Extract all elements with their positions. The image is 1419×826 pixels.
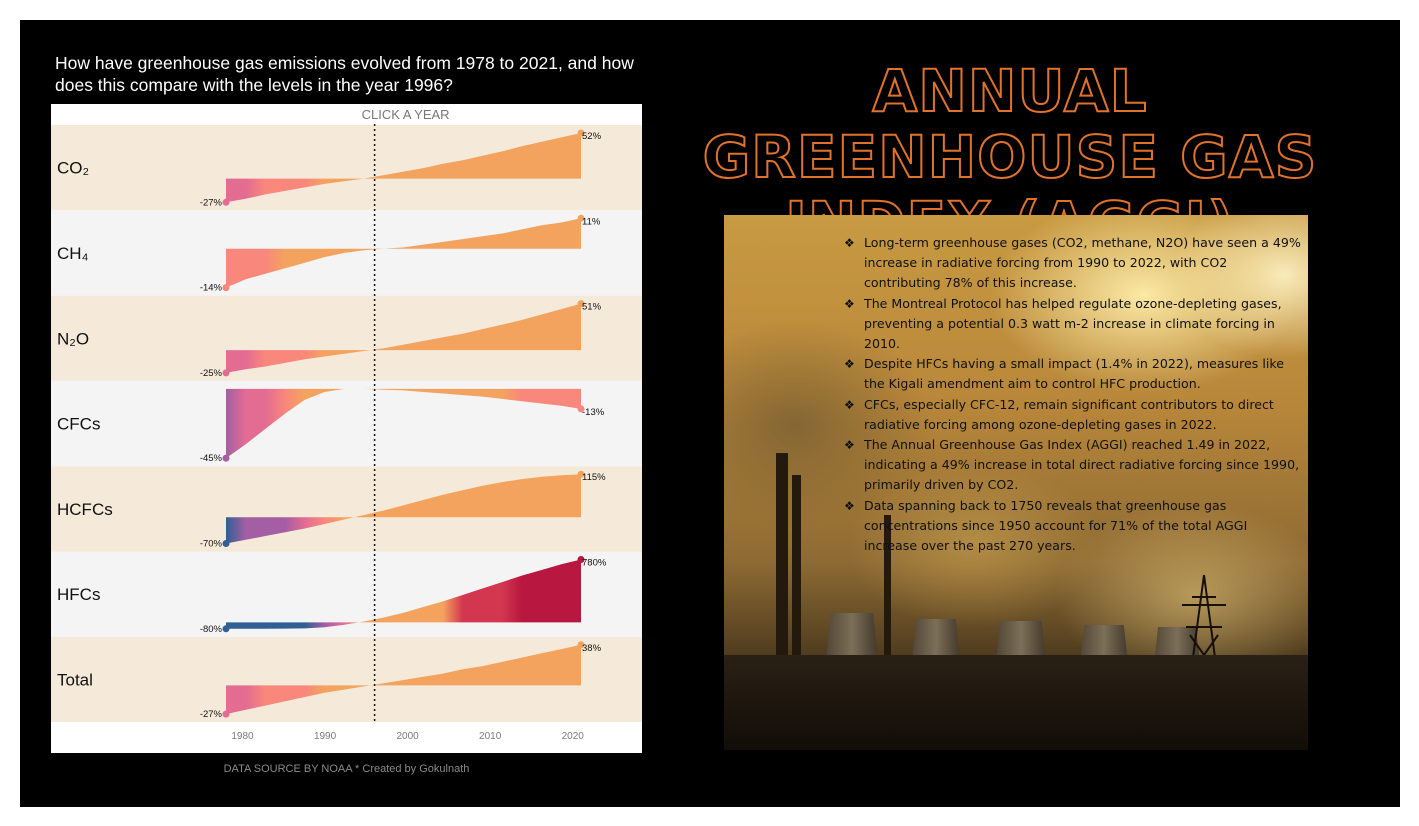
end-point[interactable] [577,214,585,222]
x-tick-label: 2010 [479,731,502,742]
x-tick-label: 1980 [231,731,254,742]
end-point[interactable] [577,641,585,649]
data-source-footer: DATA SOURCE BY NOAA * Created by Gokulna… [223,763,470,775]
key-findings-list: ❖ Long-term greenhouse gases (CO2, methan… [842,233,1302,556]
finding-item: ❖ The Annual Greenhouse Gas Index (AGGI) … [844,437,1300,493]
start-point[interactable] [222,540,230,547]
factory-smoke-photo: ❖ Long-term greenhouse gases (CO2, methan… [724,215,1308,750]
series-area[interactable] [226,559,581,629]
end-point[interactable] [577,129,585,137]
series-area[interactable] [226,218,581,288]
end-value-label: -13% [582,407,605,418]
ground-silhouette [724,655,1308,750]
start-value-label: -25% [200,368,223,379]
series-label: HCFCs [57,500,113,519]
click-a-year-label[interactable]: CLICK A YEAR [362,107,450,122]
series-label: CH₄ [57,244,89,263]
start-point[interactable] [222,710,230,718]
start-value-label: -14% [200,283,223,294]
start-value-label: -27% [200,709,223,720]
diamond-bullet-icon: ❖ [844,236,855,250]
start-point[interactable] [222,198,230,206]
end-value-label: 52% [582,131,602,142]
series-area[interactable] [226,474,581,544]
series-label: CFCs [57,415,100,434]
row-background [51,210,642,296]
smokestack [776,453,788,683]
end-point[interactable] [577,405,585,413]
smokestack [792,475,801,685]
start-value-label: -80% [200,624,223,635]
start-value-label: -27% [200,197,223,208]
diamond-bullet-icon: ❖ [844,498,855,513]
end-value-label: 780% [582,558,607,569]
start-point[interactable] [222,625,230,633]
end-value-label: 11% [582,216,601,227]
x-axis: 1980 1990 2000 2010 2020 [51,722,642,753]
x-tick-label: 2020 [562,731,585,742]
end-value-label: 115% [582,472,606,483]
series-area[interactable] [226,388,581,459]
end-value-label: 38% [582,643,602,654]
finding-item: ❖ Long-term greenhouse gases (CO2, methan… [844,235,1301,291]
start-point[interactable] [222,369,230,377]
series-label: CO₂ [57,159,89,178]
aggi-small-multiples-chart[interactable]: CO₂ -27% 52% CH₄ -14% 11% N₂O -25% 51% CFCs -45% -1… [51,104,642,753]
start-point[interactable] [222,454,230,462]
smokestack [884,515,891,685]
finding-item: ❖ The Montreal Protocol has helped regula… [844,295,1282,352]
x-tick-label: 2000 [397,731,420,742]
series-label: HFCs [57,585,100,604]
start-value-label: -45% [200,453,223,464]
diamond-bullet-icon: ❖ [844,296,855,311]
end-point[interactable] [577,470,585,478]
diamond-bullet-icon: ❖ [844,438,855,453]
end-point[interactable] [577,300,585,308]
end-point[interactable] [577,556,585,563]
end-value-label: 51% [582,302,602,313]
rows-layer: CO₂ -27% 52% CH₄ -14% 11% N₂O -25% 51% CFCs -45% -1… [51,125,642,723]
question-text: How have greenhouse gas emissions evolve… [55,53,634,95]
series-label: N₂O [57,329,89,348]
diamond-bullet-icon: ❖ [844,357,855,372]
series-area[interactable] [226,644,581,715]
start-point[interactable] [222,284,230,292]
diamond-bullet-icon: ❖ [844,397,855,412]
chart-panel[interactable]: CO₂ -27% 52% CH₄ -14% 11% N₂O -25% 51% CFCs -45% -1… [51,104,642,753]
finding-item: ❖ Data spanning back to 1750 reveals that… [844,497,1248,554]
series-area[interactable] [226,133,581,203]
x-tick-label: 1990 [314,731,337,742]
power-pylon-icon [1182,575,1226,695]
start-value-label: -70% [200,539,223,550]
axis-band [51,722,642,753]
finding-item: ❖ Despite HFCs having a small impact (1.4… [844,356,1284,392]
series-area[interactable] [226,303,581,373]
series-label: Total [57,670,93,689]
finding-item: ❖ CFCs, especially CFC-12, remain signifi… [844,396,1274,432]
